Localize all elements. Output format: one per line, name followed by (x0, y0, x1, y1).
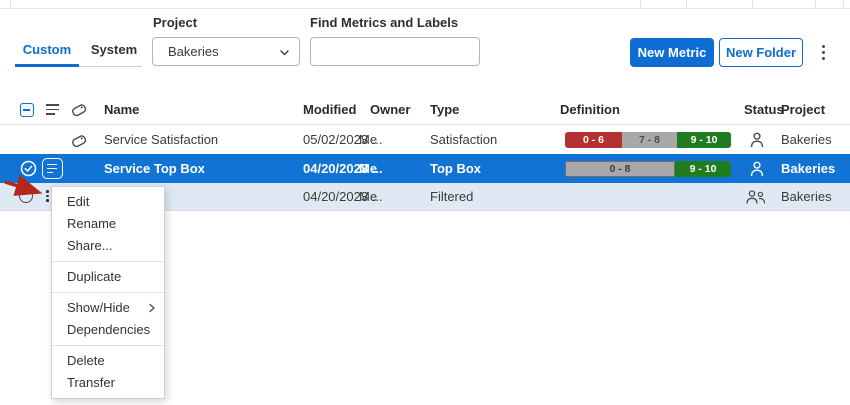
top-tick (640, 0, 641, 8)
active-tab-underline (15, 64, 79, 67)
row-actions-button[interactable] (42, 158, 63, 179)
menu-item-duplicate[interactable]: Duplicate (67, 269, 122, 284)
definition-bar: 0 - 8 9 - 10 (565, 154, 731, 183)
menu-divider (52, 261, 164, 262)
top-tick (815, 0, 816, 8)
menu-divider (52, 292, 164, 293)
menu-divider (52, 345, 164, 346)
status-owner-icon (750, 154, 764, 183)
chevron-right-icon (149, 303, 155, 313)
metric-project: Bakeries (781, 161, 836, 176)
header-owner[interactable]: Owner (370, 102, 411, 117)
metric-name[interactable]: Service Top Box (104, 161, 205, 176)
metric-modified: 04/20/2023 ... (303, 161, 383, 176)
definition-segment: 9 - 10 (675, 160, 731, 177)
search-input[interactable] (310, 37, 480, 66)
definition-segment: 9 - 10 (677, 131, 731, 148)
definition-bar: 0 - 6 7 - 8 9 - 10 (565, 125, 731, 154)
new-metric-button[interactable]: New Metric (630, 38, 714, 67)
header-type[interactable]: Type (430, 102, 460, 117)
table-row[interactable]: Service Satisfaction 05/02/2023 ... Me S… (0, 125, 850, 154)
metric-project: Bakeries (781, 132, 832, 147)
top-tick (752, 0, 753, 8)
definition-segment: 7 - 8 (622, 131, 677, 148)
status-owner-icon (750, 125, 764, 154)
metric-modified: 05/02/2023 ... (303, 132, 383, 147)
metric-type: Satisfaction (430, 132, 498, 147)
bulk-actions-icon[interactable] (46, 104, 60, 118)
project-dropdown[interactable]: Bakeries (152, 37, 300, 66)
metric-type: Top Box (430, 161, 482, 176)
menu-item-share[interactable]: Share... (67, 238, 113, 253)
selected-check-icon[interactable] (20, 160, 37, 177)
metric-owner: Me (359, 132, 378, 147)
menu-item-rename[interactable]: Rename (67, 216, 117, 231)
row-menu-icon[interactable] (46, 190, 49, 202)
header-project[interactable]: Project (781, 102, 826, 117)
metric-owner: Me (359, 189, 378, 204)
label-tag-icon (72, 135, 87, 148)
top-tick (10, 0, 11, 8)
header-definition[interactable]: Definition (560, 102, 620, 117)
top-tick (843, 0, 844, 8)
menu-item-show-hide[interactable]: Show/Hide (52, 297, 164, 319)
metric-modified: 04/20/2023 ... (303, 189, 383, 204)
menu-item-dependencies[interactable]: Dependencies (67, 322, 151, 337)
menu-item-edit[interactable]: Edit (67, 194, 90, 209)
chevron-down-icon (280, 50, 289, 56)
more-options-icon[interactable] (812, 38, 834, 67)
top-divider (0, 8, 850, 9)
menu-item-transfer[interactable]: Transfer (67, 375, 115, 390)
header-modified[interactable]: Modified (303, 102, 357, 117)
metric-owner: Me (359, 161, 378, 176)
definition-segment: 0 - 6 (565, 131, 622, 148)
new-folder-button[interactable]: New Folder (719, 38, 803, 67)
metric-name[interactable]: Service Satisfaction (104, 132, 219, 147)
tab-underline (79, 66, 142, 67)
metric-type: Filtered (430, 189, 474, 204)
tab-system[interactable]: System (90, 42, 138, 57)
select-circle-icon[interactable] (19, 189, 33, 203)
row-context-menu: Edit Rename Share... Duplicate Show/Hide… (51, 186, 165, 399)
metric-project: Bakeries (781, 189, 832, 204)
select-all-checkbox[interactable] (20, 103, 34, 117)
search-label: Find Metrics and Labels (310, 15, 459, 30)
table-row-selected[interactable]: Service Top Box 04/20/2023 ... Me Top Bo… (0, 154, 850, 183)
project-label: Project (153, 15, 198, 30)
label-tag-icon[interactable] (70, 101, 88, 119)
project-dropdown-value: Bakeries (168, 44, 219, 59)
table-header-row: Name Modified Owner Type Definition Stat… (0, 95, 850, 125)
menu-item-label: Show/Hide (67, 300, 130, 315)
definition-segment: 0 - 8 (565, 160, 675, 177)
top-tick (686, 0, 687, 8)
tab-custom[interactable]: Custom (22, 42, 72, 57)
status-shared-icon (746, 183, 766, 210)
menu-item-delete[interactable]: Delete (67, 353, 105, 368)
header-name[interactable]: Name (104, 102, 140, 117)
header-status[interactable]: Status (744, 102, 784, 117)
